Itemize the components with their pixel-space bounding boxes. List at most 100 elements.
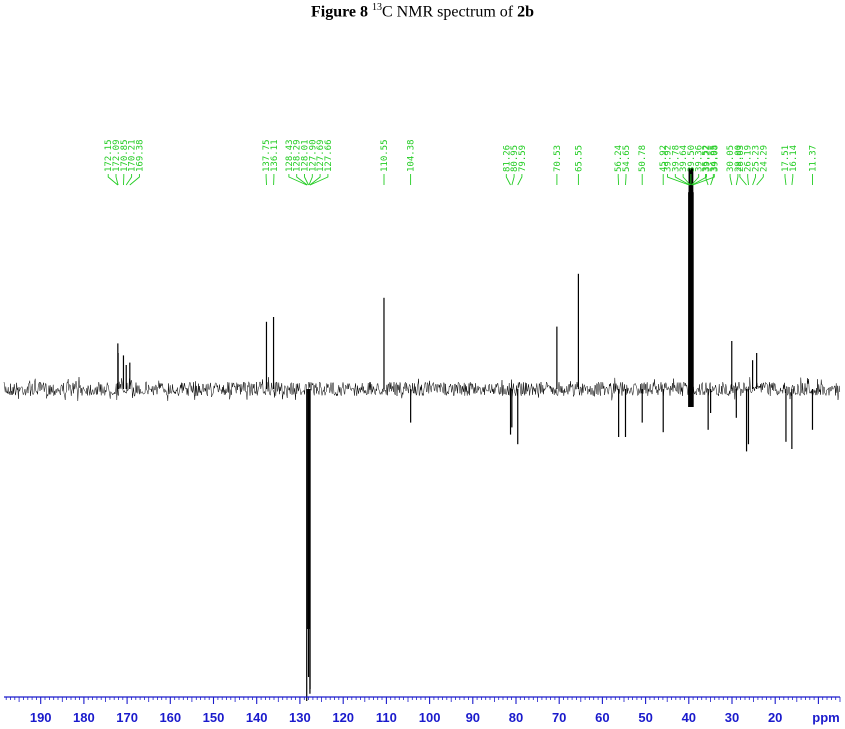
peak-label: 45.92 <box>659 145 669 172</box>
peak-label-leader <box>692 174 715 186</box>
x-tick-label: 150 <box>203 710 225 725</box>
peak-label-leader <box>735 174 739 186</box>
figure-title: Figure 8 13C NMR spectrum of 2b <box>0 2 845 21</box>
peak-label: 56.24 <box>614 145 624 172</box>
peak-label-leader <box>511 174 515 186</box>
peak-label: 127.66 <box>324 139 334 172</box>
peak-label: 104.38 <box>407 139 417 172</box>
ppm-axis: 190 180 170 160 150 140 130 120 110 100 90 80 70 60 50… <box>4 696 841 725</box>
peak-label-leader <box>304 174 309 186</box>
peak-label: 11.37 <box>809 145 819 172</box>
isotope-superscript: 13 <box>372 2 382 13</box>
x-tick-label: 30 <box>725 710 739 725</box>
peak-label: 39.78 <box>671 145 681 172</box>
peak-label: 39.50 <box>687 145 697 172</box>
peak-label: 137.75 <box>262 139 272 172</box>
peak-label: 65.55 <box>574 145 584 172</box>
peak-label: 70.53 <box>553 145 563 172</box>
peak-label-leader <box>691 174 700 186</box>
peak-label: 172.15 <box>104 139 114 172</box>
peak-label: 81.26 <box>502 145 512 172</box>
peak-label: 35.52 <box>702 145 712 172</box>
peak-label: 50.78 <box>638 145 648 172</box>
peak-label-leader <box>115 174 119 186</box>
peak-label-leader <box>625 174 627 186</box>
peak-label: 79.59 <box>518 145 528 172</box>
x-tick-label: 80 <box>509 710 523 725</box>
peak-label: 39.92 <box>664 145 674 172</box>
peak-label-leader <box>752 174 756 186</box>
peak-label-leader <box>505 174 511 186</box>
peak-label: 30.05 <box>726 145 736 172</box>
peak-label-leader <box>747 174 749 186</box>
title-text: C NMR spectrum of <box>382 3 514 21</box>
x-tick-label: 120 <box>332 710 354 725</box>
peak-label-leader <box>517 174 523 186</box>
figure-number: Figure 8 <box>310 3 368 21</box>
peak-label-leader <box>705 174 709 186</box>
peak-label: 17.51 <box>781 145 791 172</box>
peak-label: 24.29 <box>759 145 769 172</box>
x-tick-label: 190 <box>30 710 52 725</box>
x-tick-label: 110 <box>376 710 397 725</box>
x-tick-label: 50 <box>638 710 652 725</box>
peak-label: 128.43 <box>285 139 295 172</box>
peak-label-leader <box>791 174 794 186</box>
peak-label-leader <box>682 174 691 186</box>
peak-label: 26.19 <box>744 145 754 172</box>
peak-label-leader <box>756 174 764 186</box>
peak-label: 127.90 <box>308 139 318 172</box>
peak-label: 80.95 <box>510 145 520 172</box>
x-tick-label: 20 <box>768 710 782 725</box>
peak-label: 39.64 <box>679 145 689 172</box>
peak-label-leader <box>667 174 690 186</box>
peak-label-leader <box>309 174 321 186</box>
peak-label-leader <box>296 174 308 186</box>
peak-label-leader <box>288 174 307 186</box>
peak-label: 110.55 <box>380 139 390 172</box>
peak-label-leader <box>309 174 329 186</box>
x-tick-label: 140 <box>246 710 268 725</box>
peak-label: 170.21 <box>128 139 138 172</box>
peak-label: 54.65 <box>622 145 632 172</box>
x-tick-label: 160 <box>159 710 181 725</box>
peak-label: 127.69 <box>316 139 326 172</box>
x-tick-label: 70 <box>552 710 566 725</box>
peak-label-leader <box>784 174 787 186</box>
peak-label-leader <box>710 174 714 186</box>
peak-label-leader <box>308 174 313 186</box>
x-tick-label: 130 <box>289 710 311 725</box>
peak-label: 29.00 <box>734 145 744 172</box>
solvent-peak-block <box>688 192 694 407</box>
peak-label-leader <box>729 174 733 186</box>
peak-label-leader <box>739 174 747 186</box>
peak-label: 39.08 <box>710 145 720 172</box>
x-tick-label: 180 <box>73 710 95 725</box>
peak-label: 34.95 <box>709 145 719 172</box>
x-tick-label: 60 <box>595 710 609 725</box>
peak-label: 172.09 <box>112 139 122 172</box>
peak-label-leader <box>674 174 690 186</box>
x-axis-unit-label: ppm <box>812 710 839 725</box>
compound-id: 2b <box>517 3 535 21</box>
x-tick-label: 90 <box>466 710 480 725</box>
peak-label: 39.22 <box>703 145 713 172</box>
baseline-noise-trace <box>3 377 841 401</box>
spectrum-peaks <box>117 168 814 701</box>
peak-label-leader <box>125 174 133 186</box>
peak-label: 128.29 <box>293 139 303 172</box>
x-tick-label: 40 <box>682 710 696 725</box>
peak-label: 169.38 <box>135 139 145 172</box>
peak-label: 26.63 <box>736 145 746 172</box>
peak-label-leader <box>129 174 140 186</box>
peak-label: 16.14 <box>789 145 799 172</box>
peak-label-leader <box>691 174 707 186</box>
peak-label-leader <box>107 174 119 186</box>
peak-label: 25.23 <box>752 145 762 172</box>
peak-label: 39.36 <box>695 145 705 172</box>
peak-label: 170.85 <box>120 139 130 172</box>
baseline-noise <box>3 377 841 401</box>
peak-label: 128.01 <box>301 139 311 172</box>
